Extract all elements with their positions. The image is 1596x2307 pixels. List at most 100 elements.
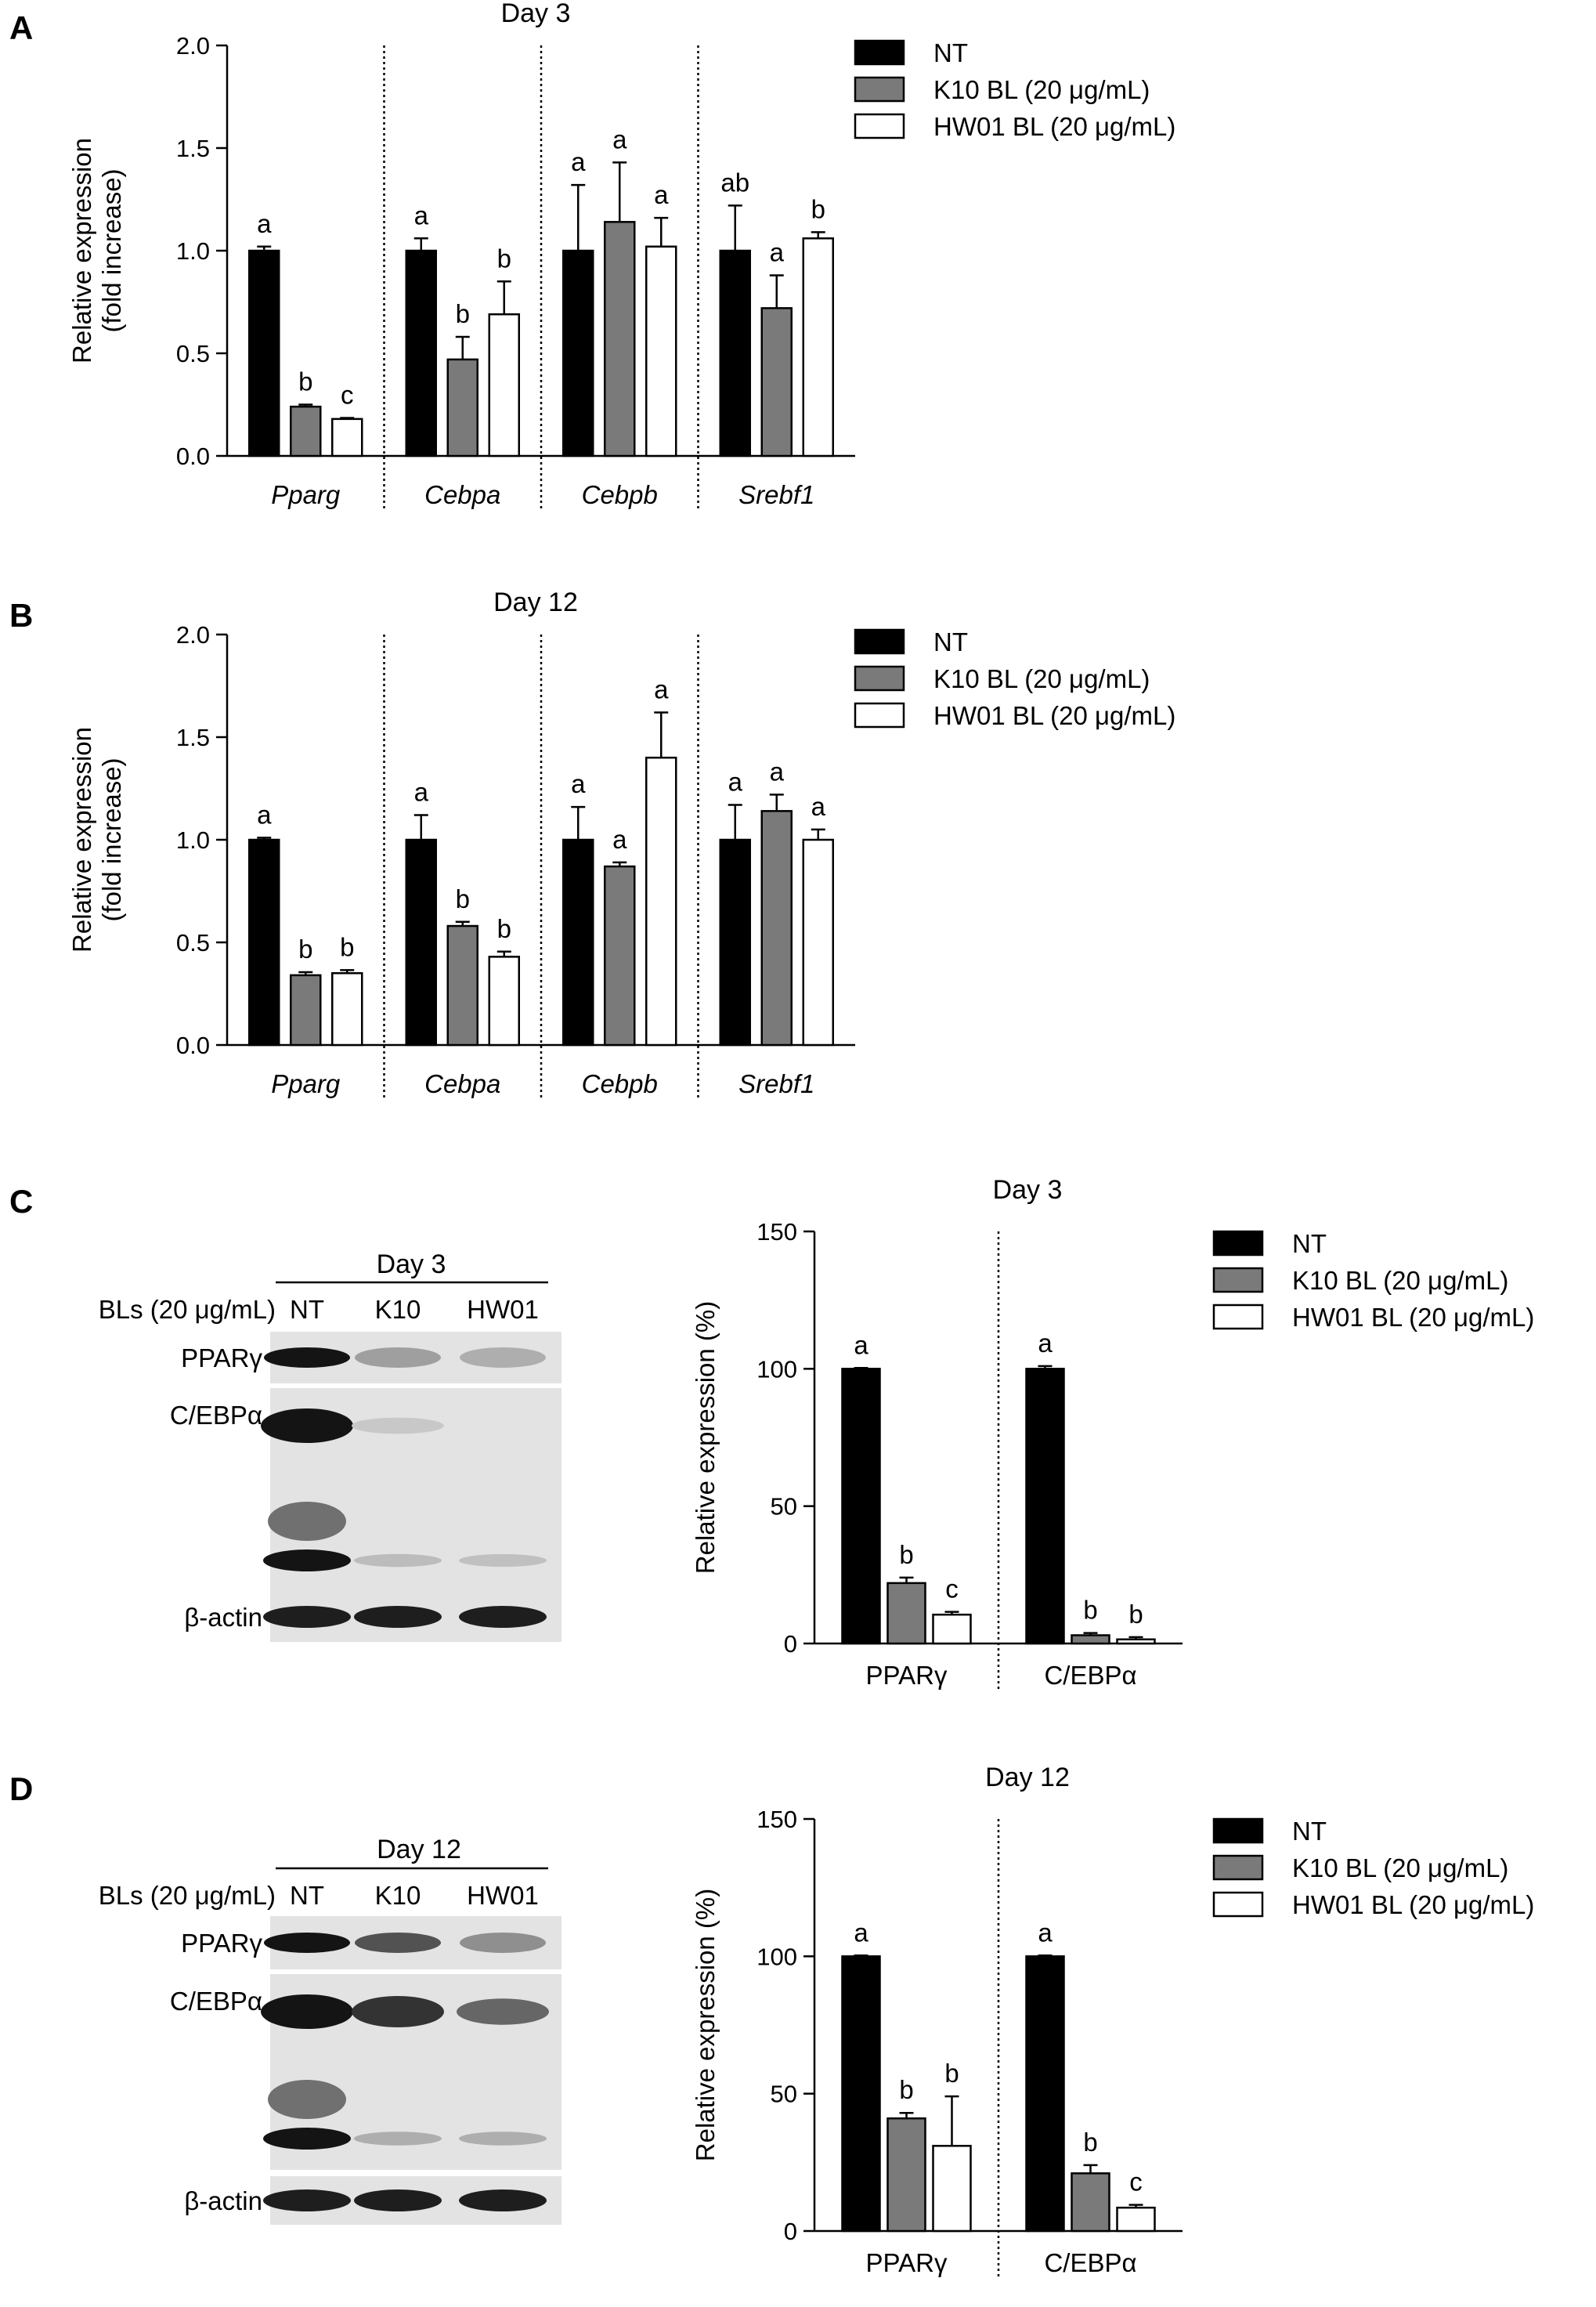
bar-k10-bl-20-g-ml-cebpb [604, 865, 636, 1047]
significance-label: b [456, 299, 470, 328]
significance-label: a [1038, 1918, 1053, 1947]
significance-label: a [257, 209, 272, 238]
band-beta-actin [354, 1606, 442, 1628]
significance-label: c [341, 381, 354, 410]
lane-label: NT [290, 1881, 324, 1910]
significance-label: b [497, 244, 511, 273]
band-beta-actin [459, 1606, 547, 1628]
legend-swatch-hw01-bl-20-g-ml [854, 113, 905, 139]
chart-title: Day 12 [985, 1763, 1070, 1792]
blot-protein-label: C/EBPα [170, 1401, 262, 1430]
bar-hw01-bl-20-g-ml-ppar [932, 1613, 972, 1645]
legend-swatch-k10-bl-20-g-ml [1212, 1267, 1264, 1293]
legend-label: K10 BL (20 μg/mL) [933, 75, 1150, 104]
bar-hw01-bl-20-g-ml-ppar [932, 2145, 972, 2233]
chart-panel-c: Day 3 0 50 100 150 Relative expression (%) a b c… [691, 1175, 1534, 1690]
significance-label: b [899, 2075, 913, 2104]
legend-swatch-nt [1212, 1230, 1264, 1257]
legend-label: HW01 BL (20 μg/mL) [933, 112, 1175, 141]
category-label: Pparg [271, 480, 341, 509]
significance-label: a [654, 675, 669, 704]
y-axis-label: Relative expression [67, 138, 96, 363]
band-ppar-gamma [264, 1347, 350, 1368]
band-ppar-gamma [355, 1347, 441, 1368]
legend-swatch-nt [854, 39, 905, 66]
significance-label: a [414, 778, 429, 807]
legend-label: K10 BL (20 μg/mL) [1292, 1853, 1508, 1882]
bar-nt-c-ebp [1025, 1955, 1065, 2233]
chart-panel-b: Day 12 0.0 0.5 1.0 1.5 2.0 Relative expression… [67, 588, 1175, 1100]
bar-k10-bl-20-g-ml-c-ebp [1071, 1634, 1110, 1645]
blot-protein-label: PPARγ [181, 1343, 262, 1372]
y-tick-label: 50 [771, 2081, 797, 2108]
legend-swatch-k10-bl-20-g-ml [1212, 1854, 1264, 1881]
bar-hw01-bl-20-g-ml-c-ebp [1116, 1638, 1156, 1645]
significance-label: a [571, 147, 586, 176]
significance-label: b [899, 1540, 913, 1569]
y-tick-label: 100 [756, 1355, 797, 1383]
legend-label: NT [1292, 1229, 1327, 1258]
blot-row-header: BLs (20 μg/mL) [99, 1881, 276, 1910]
legend-swatch-nt [854, 628, 905, 655]
band-ppar-gamma [460, 1347, 546, 1368]
y-tick-label: 0.0 [176, 1032, 210, 1059]
bar-hw01-bl-20-g-ml-pparg [331, 972, 363, 1047]
significance-label: b [298, 367, 312, 396]
bar-hw01-bl-20-g-ml-srebf1 [802, 838, 834, 1047]
band-ppar-gamma [460, 1933, 546, 1953]
band-cebp-alpha [457, 1998, 549, 2025]
category-label: C/EBPα [1044, 2248, 1136, 2277]
significance-label: a [257, 800, 272, 829]
bar-k10-bl-20-g-ml-pparg [290, 405, 322, 457]
y-tick-label: 1.5 [176, 724, 210, 751]
blot-row-header: BLs (20 μg/mL) [99, 1295, 276, 1324]
significance-label: c [945, 1575, 959, 1604]
y-tick-label: 2.0 [176, 32, 210, 60]
category-label: Cebpb [582, 1069, 658, 1098]
band-cebp-alpha-lower [354, 1553, 442, 1568]
legend-label: K10 BL (20 μg/mL) [933, 664, 1150, 693]
bar-nt-srebf1 [719, 838, 751, 1047]
band-cebp-alpha [261, 1994, 353, 2029]
legend: NT K10 BL (20 μg/mL) HW01 BL (20 μg/mL) [1212, 1229, 1534, 1332]
panel-label-a: A [9, 9, 33, 46]
band-cebp-alpha [352, 1417, 444, 1434]
significance-label: a [728, 767, 743, 796]
lane-label: K10 [375, 1295, 421, 1324]
significance-label: a [854, 1918, 868, 1947]
blot-title: Day 3 [377, 1249, 446, 1279]
y-tick-label: 150 [756, 1806, 797, 1833]
significance-label: a [612, 825, 627, 854]
significance-label: b [811, 194, 825, 223]
band-cebp-alpha-lower [459, 1553, 547, 1568]
chart-title: Day 12 [493, 588, 578, 617]
bar-hw01-bl-20-g-ml-cebpb [645, 756, 677, 1047]
bar-k10-bl-20-g-ml-c-ebp [1071, 2172, 1110, 2233]
significance-label: b [1128, 1600, 1143, 1629]
y-tick-label: 0.5 [176, 340, 210, 367]
legend-label: NT [933, 627, 968, 656]
y-tick-label: 150 [756, 1218, 797, 1246]
bar-nt-pparg [248, 249, 280, 457]
bar-k10-bl-20-g-ml-cebpb [604, 221, 636, 457]
lane-label: HW01 [467, 1881, 539, 1910]
category-label: Cebpa [424, 1069, 500, 1098]
bar-nt-cebpa [405, 249, 437, 457]
significance-label: b [456, 884, 470, 913]
bar-hw01-bl-20-g-ml-cebpa [488, 956, 520, 1047]
significance-label: b [497, 914, 511, 943]
blot-protein-label: C/EBPα [170, 1987, 262, 2016]
chart-title: Day 3 [501, 0, 571, 28]
bar-k10-bl-20-g-ml-ppar [886, 2117, 926, 2233]
bar-hw01-bl-20-g-ml-pparg [331, 418, 363, 457]
bar-nt-pparg [248, 838, 280, 1047]
significance-label: a [414, 201, 429, 230]
bar-k10-bl-20-g-ml-pparg [290, 974, 322, 1047]
bar-k10-bl-20-g-ml-srebf1 [760, 810, 793, 1047]
significance-label: b [298, 935, 312, 964]
y-axis-label: Relative expression (%) [691, 1889, 720, 2161]
significance-label: a [811, 792, 826, 821]
category-label: PPARγ [866, 2248, 948, 2277]
significance-label: ab [720, 168, 749, 197]
blot-protein-label: PPARγ [181, 1929, 262, 1958]
